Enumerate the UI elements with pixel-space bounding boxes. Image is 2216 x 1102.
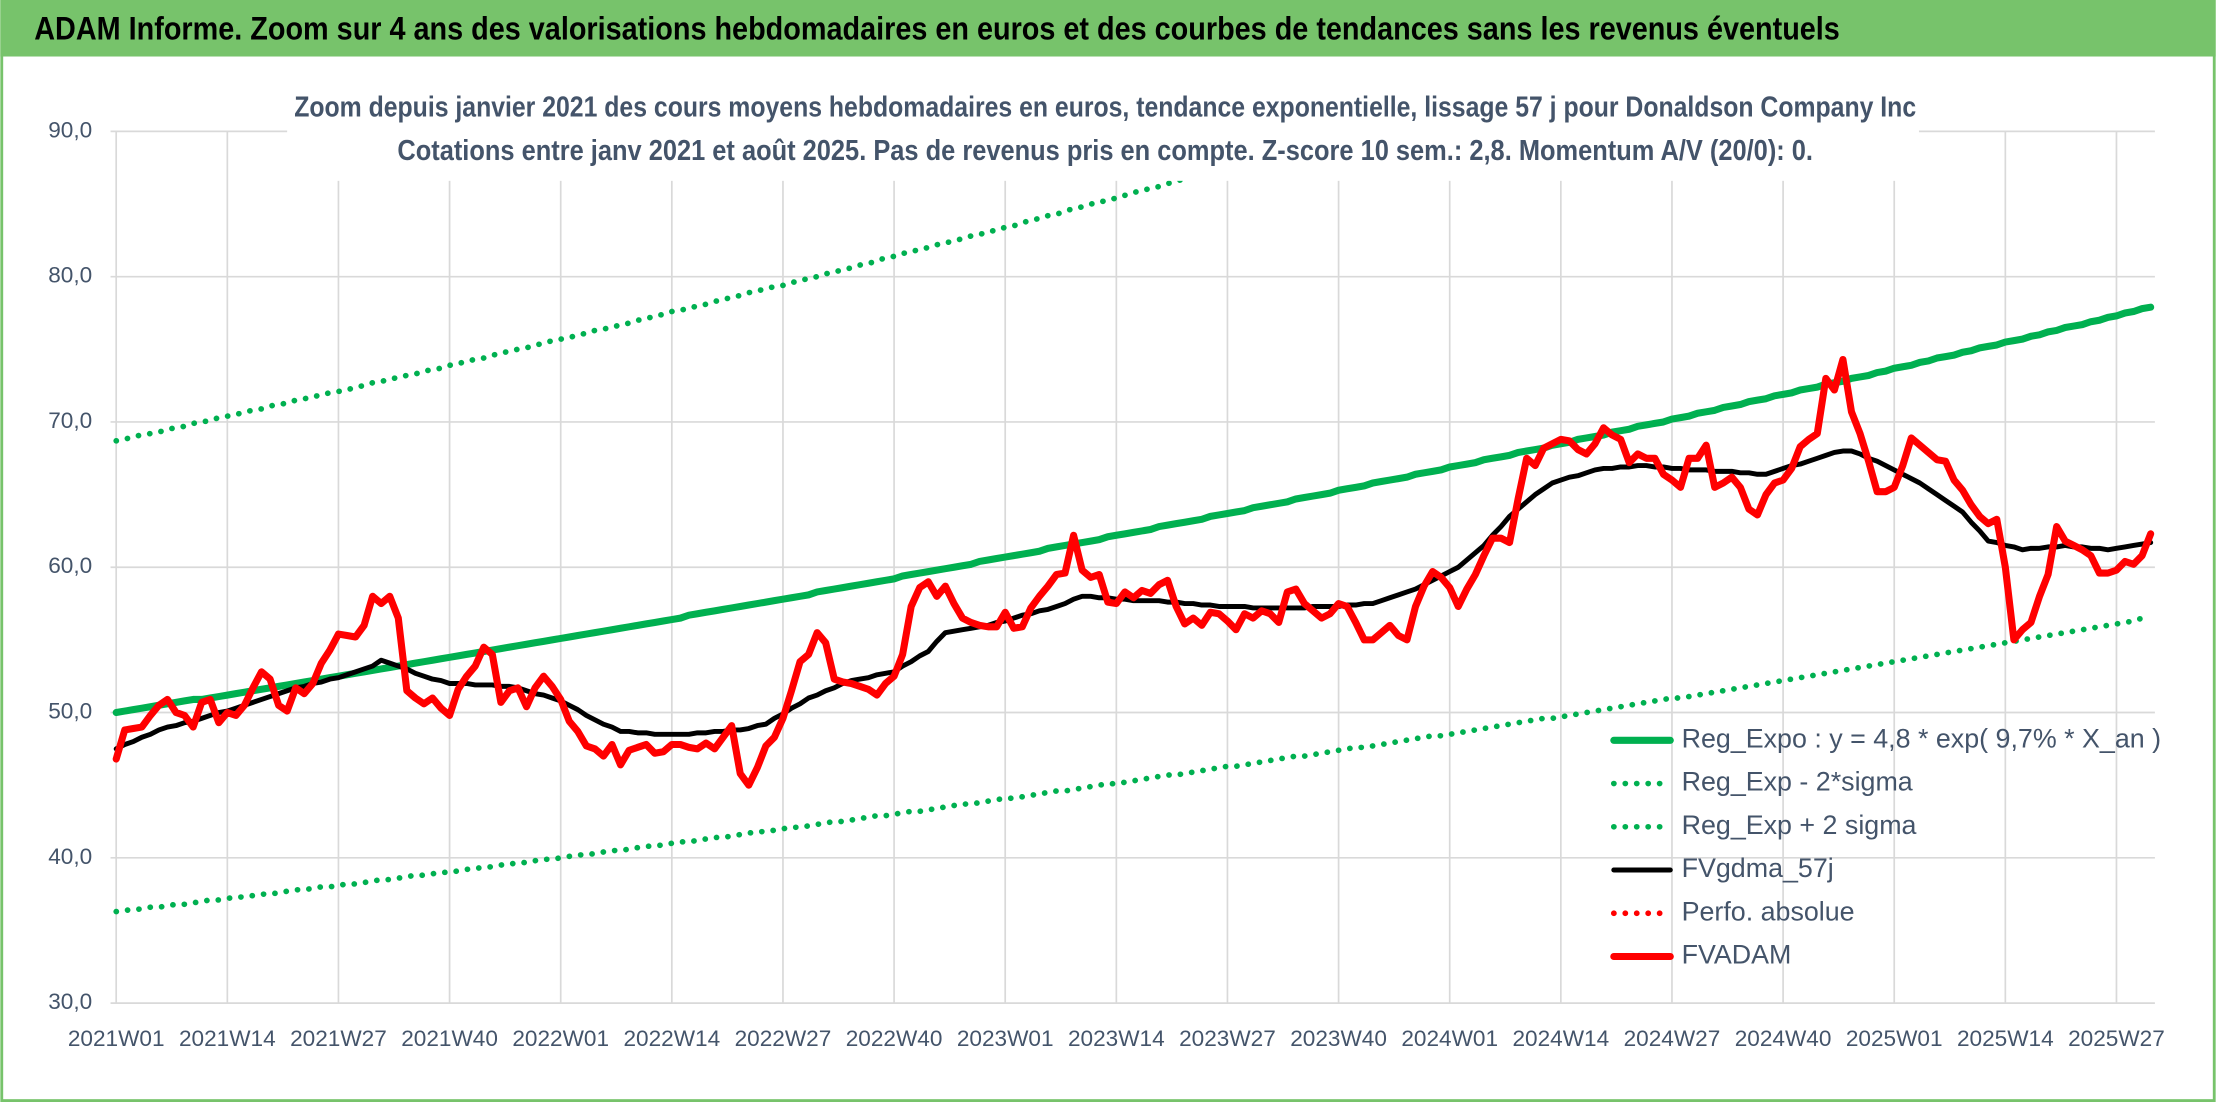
- chart-title: Zoom depuis janvier 2021 des cours moyen…: [294, 90, 1916, 122]
- x-tick-label: 2025W27: [2068, 1026, 2165, 1051]
- y-tick-label: 60,0: [48, 553, 92, 578]
- x-tick-label: 2022W27: [735, 1026, 832, 1051]
- x-tick-label: 2024W01: [1401, 1026, 1498, 1051]
- series-line: [113, 131, 1365, 444]
- x-tick-label: 2025W01: [1846, 1026, 1943, 1051]
- x-tick-label: 2021W27: [290, 1026, 387, 1051]
- legend-label: FVgdma_57j: [1682, 853, 1834, 883]
- legend-label: Reg_Expo : y = 4,8 * exp( 9,7% * X_an ): [1682, 723, 2161, 753]
- legend-label: Perfo. absolue: [1682, 896, 1855, 926]
- x-tick-label: 2023W01: [957, 1026, 1054, 1051]
- legend-label: Reg_Exp - 2*sigma: [1682, 767, 1913, 797]
- x-tick-label: 2025W14: [1957, 1026, 2054, 1051]
- y-tick-label: 50,0: [48, 699, 92, 724]
- legend-label: Reg_Exp + 2 sigma: [1682, 810, 1917, 840]
- y-tick-label: 90,0: [48, 117, 92, 142]
- x-tick-label: 2021W01: [68, 1026, 165, 1051]
- legend-label: FVADAM: [1682, 940, 1792, 970]
- header-title: ADAM Informe. Zoom sur 4 ans des valoris…: [34, 11, 1840, 47]
- chart-subtitle: Cotations entre janv 2021 et août 2025. …: [397, 134, 1813, 166]
- x-tick-label: 2023W14: [1068, 1026, 1165, 1051]
- series-line: [112, 355, 2155, 789]
- x-tick-label: 2022W40: [846, 1026, 943, 1051]
- grid: 30,0 40,0 50,0 60,0 70,0 80,0 90,0 2021W01 2021W…: [48, 117, 2165, 1050]
- x-tick-label: 2024W40: [1735, 1026, 1832, 1051]
- x-tick-label: 2024W27: [1624, 1026, 1721, 1051]
- y-tick-label: 70,0: [48, 408, 92, 433]
- legend: Reg_Expo : y = 4,8 * exp( 9,7% * X_an ) R…: [1610, 723, 2161, 970]
- title-box: [287, 84, 1919, 181]
- x-tick-label: 2023W27: [1179, 1026, 1276, 1051]
- series-line: [113, 613, 2154, 915]
- x-tick-label: 2021W40: [401, 1026, 498, 1051]
- y-tick-label: 80,0: [48, 263, 92, 288]
- y-tick-label: 30,0: [48, 989, 92, 1014]
- header-bar: [0, 0, 2216, 57]
- x-tick-label: 2023W40: [1290, 1026, 1387, 1051]
- x-tick-label: 2021W14: [179, 1026, 276, 1051]
- plot-lines: [112, 131, 2155, 915]
- x-tick-label: 2022W01: [512, 1026, 609, 1051]
- x-tick-label: 2024W14: [1512, 1026, 1609, 1051]
- series-line: [112, 303, 2155, 717]
- x-tick-label: 2022W14: [623, 1026, 720, 1051]
- y-tick-label: 40,0: [48, 844, 92, 869]
